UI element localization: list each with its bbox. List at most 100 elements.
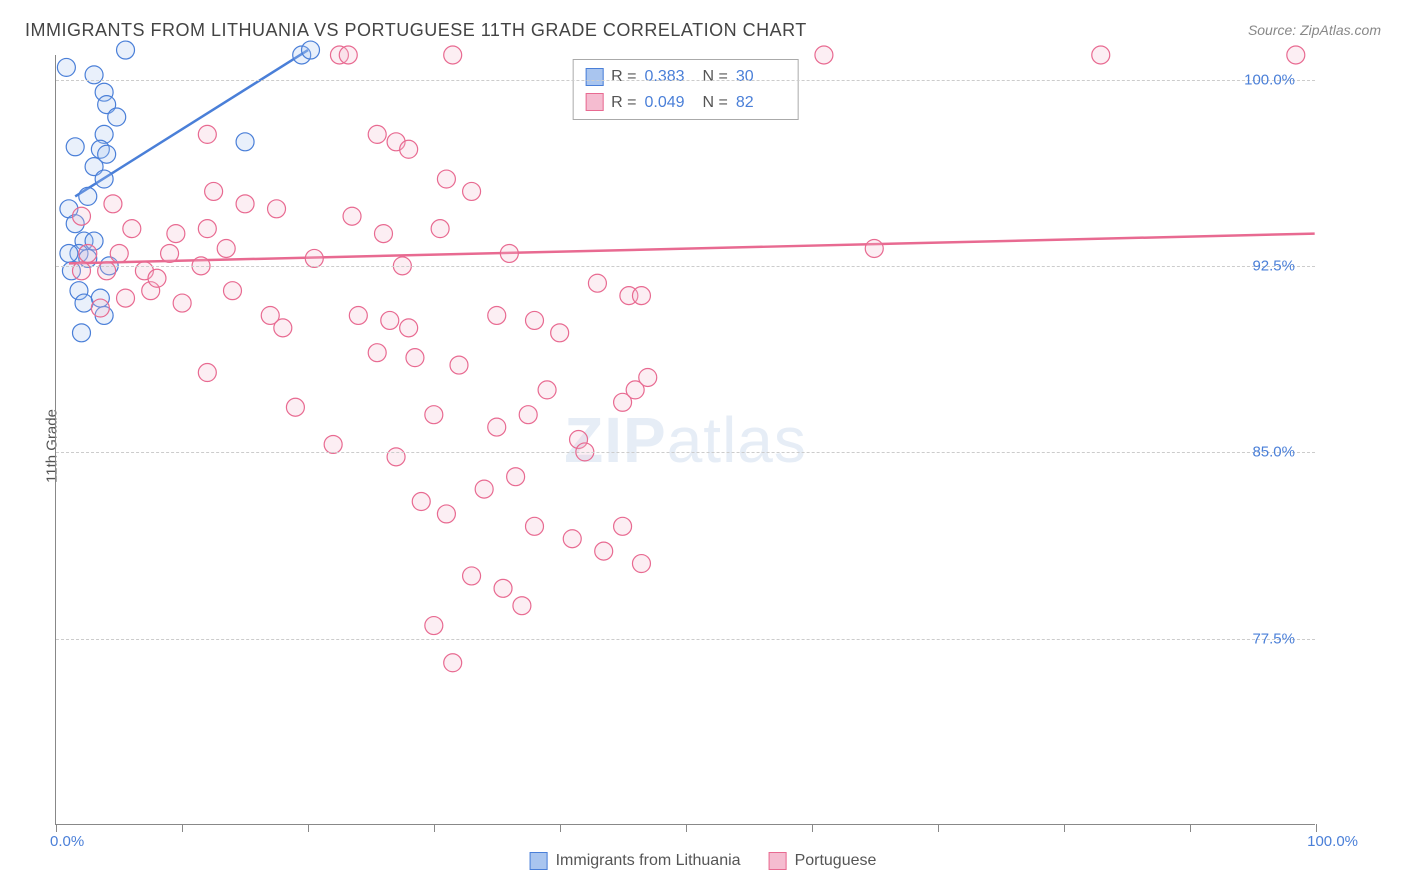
swatch-portuguese xyxy=(769,852,787,870)
data-point xyxy=(104,195,122,213)
data-point xyxy=(444,654,462,672)
data-point xyxy=(475,480,493,498)
x-tick-max: 100.0% xyxy=(1307,833,1358,850)
data-point xyxy=(538,381,556,399)
r-value-portuguese: 0.049 xyxy=(645,90,695,116)
data-point xyxy=(148,269,166,287)
y-tick-label: 77.5% xyxy=(1252,630,1295,647)
data-point xyxy=(387,448,405,466)
x-tick xyxy=(1190,824,1191,832)
data-point xyxy=(343,207,361,225)
data-point xyxy=(57,58,75,76)
x-tick xyxy=(56,824,57,832)
data-point xyxy=(437,505,455,523)
data-point xyxy=(588,274,606,292)
r-label: R = xyxy=(611,64,636,90)
data-point xyxy=(639,368,657,386)
data-point xyxy=(91,299,109,317)
legend-item-portuguese: Portuguese xyxy=(769,852,877,870)
r-label: R = xyxy=(611,90,636,116)
y-tick-label: 100.0% xyxy=(1244,71,1295,88)
data-point xyxy=(268,200,286,218)
data-point xyxy=(205,182,223,200)
data-point xyxy=(463,567,481,585)
data-point xyxy=(595,542,613,560)
data-point xyxy=(425,406,443,424)
data-point xyxy=(450,356,468,374)
data-point xyxy=(614,517,632,535)
gridline xyxy=(56,452,1315,453)
data-point xyxy=(349,306,367,324)
data-point xyxy=(236,133,254,151)
gridline xyxy=(56,639,1315,640)
legend-label-portuguese: Portuguese xyxy=(795,852,877,870)
data-point xyxy=(274,319,292,337)
data-point xyxy=(167,225,185,243)
source-attribution: Source: ZipAtlas.com xyxy=(1248,22,1381,38)
y-tick-label: 92.5% xyxy=(1252,258,1295,275)
data-point xyxy=(198,220,216,238)
data-point xyxy=(488,306,506,324)
legend-item-lithuania: Immigrants from Lithuania xyxy=(530,852,741,870)
data-point xyxy=(500,244,518,262)
data-point xyxy=(551,324,569,342)
y-tick-label: 85.0% xyxy=(1252,444,1295,461)
data-point xyxy=(519,406,537,424)
data-point xyxy=(431,220,449,238)
data-point xyxy=(236,195,254,213)
data-point xyxy=(72,324,90,342)
data-point xyxy=(381,311,399,329)
data-point xyxy=(198,125,216,143)
data-point xyxy=(66,138,84,156)
data-point xyxy=(865,240,883,258)
correlation-chart: IMMIGRANTS FROM LITHUANIA VS PORTUGUESE … xyxy=(0,0,1406,892)
data-point xyxy=(108,108,126,126)
data-point xyxy=(406,349,424,367)
x-tick xyxy=(560,824,561,832)
data-point xyxy=(526,517,544,535)
data-point xyxy=(463,182,481,200)
data-point xyxy=(1287,46,1305,64)
chart-title: IMMIGRANTS FROM LITHUANIA VS PORTUGUESE … xyxy=(25,20,807,41)
data-point xyxy=(632,555,650,573)
swatch-lithuania xyxy=(530,852,548,870)
x-tick-min: 0.0% xyxy=(50,833,84,850)
swatch-lithuania xyxy=(585,68,603,86)
data-point xyxy=(198,364,216,382)
n-label: N = xyxy=(703,64,728,90)
data-point xyxy=(412,493,430,511)
data-point xyxy=(110,244,128,262)
gridline xyxy=(56,266,1315,267)
data-point xyxy=(375,225,393,243)
data-point xyxy=(217,240,235,258)
trend-line xyxy=(69,234,1315,264)
r-value-lithuania: 0.383 xyxy=(645,64,695,90)
plot-area: ZIPatlas R = 0.383 N = 30 R = 0.049 N = … xyxy=(55,55,1315,825)
data-point xyxy=(224,282,242,300)
n-value-portuguese: 82 xyxy=(736,90,786,116)
data-point xyxy=(72,207,90,225)
x-tick xyxy=(1316,824,1317,832)
x-tick xyxy=(1064,824,1065,832)
chart-svg xyxy=(56,55,1315,824)
x-tick xyxy=(686,824,687,832)
data-point xyxy=(339,46,357,64)
data-point xyxy=(305,249,323,267)
data-point xyxy=(425,617,443,635)
swatch-portuguese xyxy=(585,93,603,111)
data-point xyxy=(117,289,135,307)
x-tick xyxy=(938,824,939,832)
data-point xyxy=(513,597,531,615)
data-point xyxy=(444,46,462,64)
data-point xyxy=(324,435,342,453)
stats-legend-box: R = 0.383 N = 30 R = 0.049 N = 82 xyxy=(572,59,799,120)
data-point xyxy=(1092,46,1110,64)
data-point xyxy=(526,311,544,329)
gridline xyxy=(56,80,1315,81)
data-point xyxy=(79,244,97,262)
data-point xyxy=(815,46,833,64)
data-point xyxy=(60,244,78,262)
x-tick xyxy=(182,824,183,832)
n-value-lithuania: 30 xyxy=(736,64,786,90)
x-tick xyxy=(434,824,435,832)
